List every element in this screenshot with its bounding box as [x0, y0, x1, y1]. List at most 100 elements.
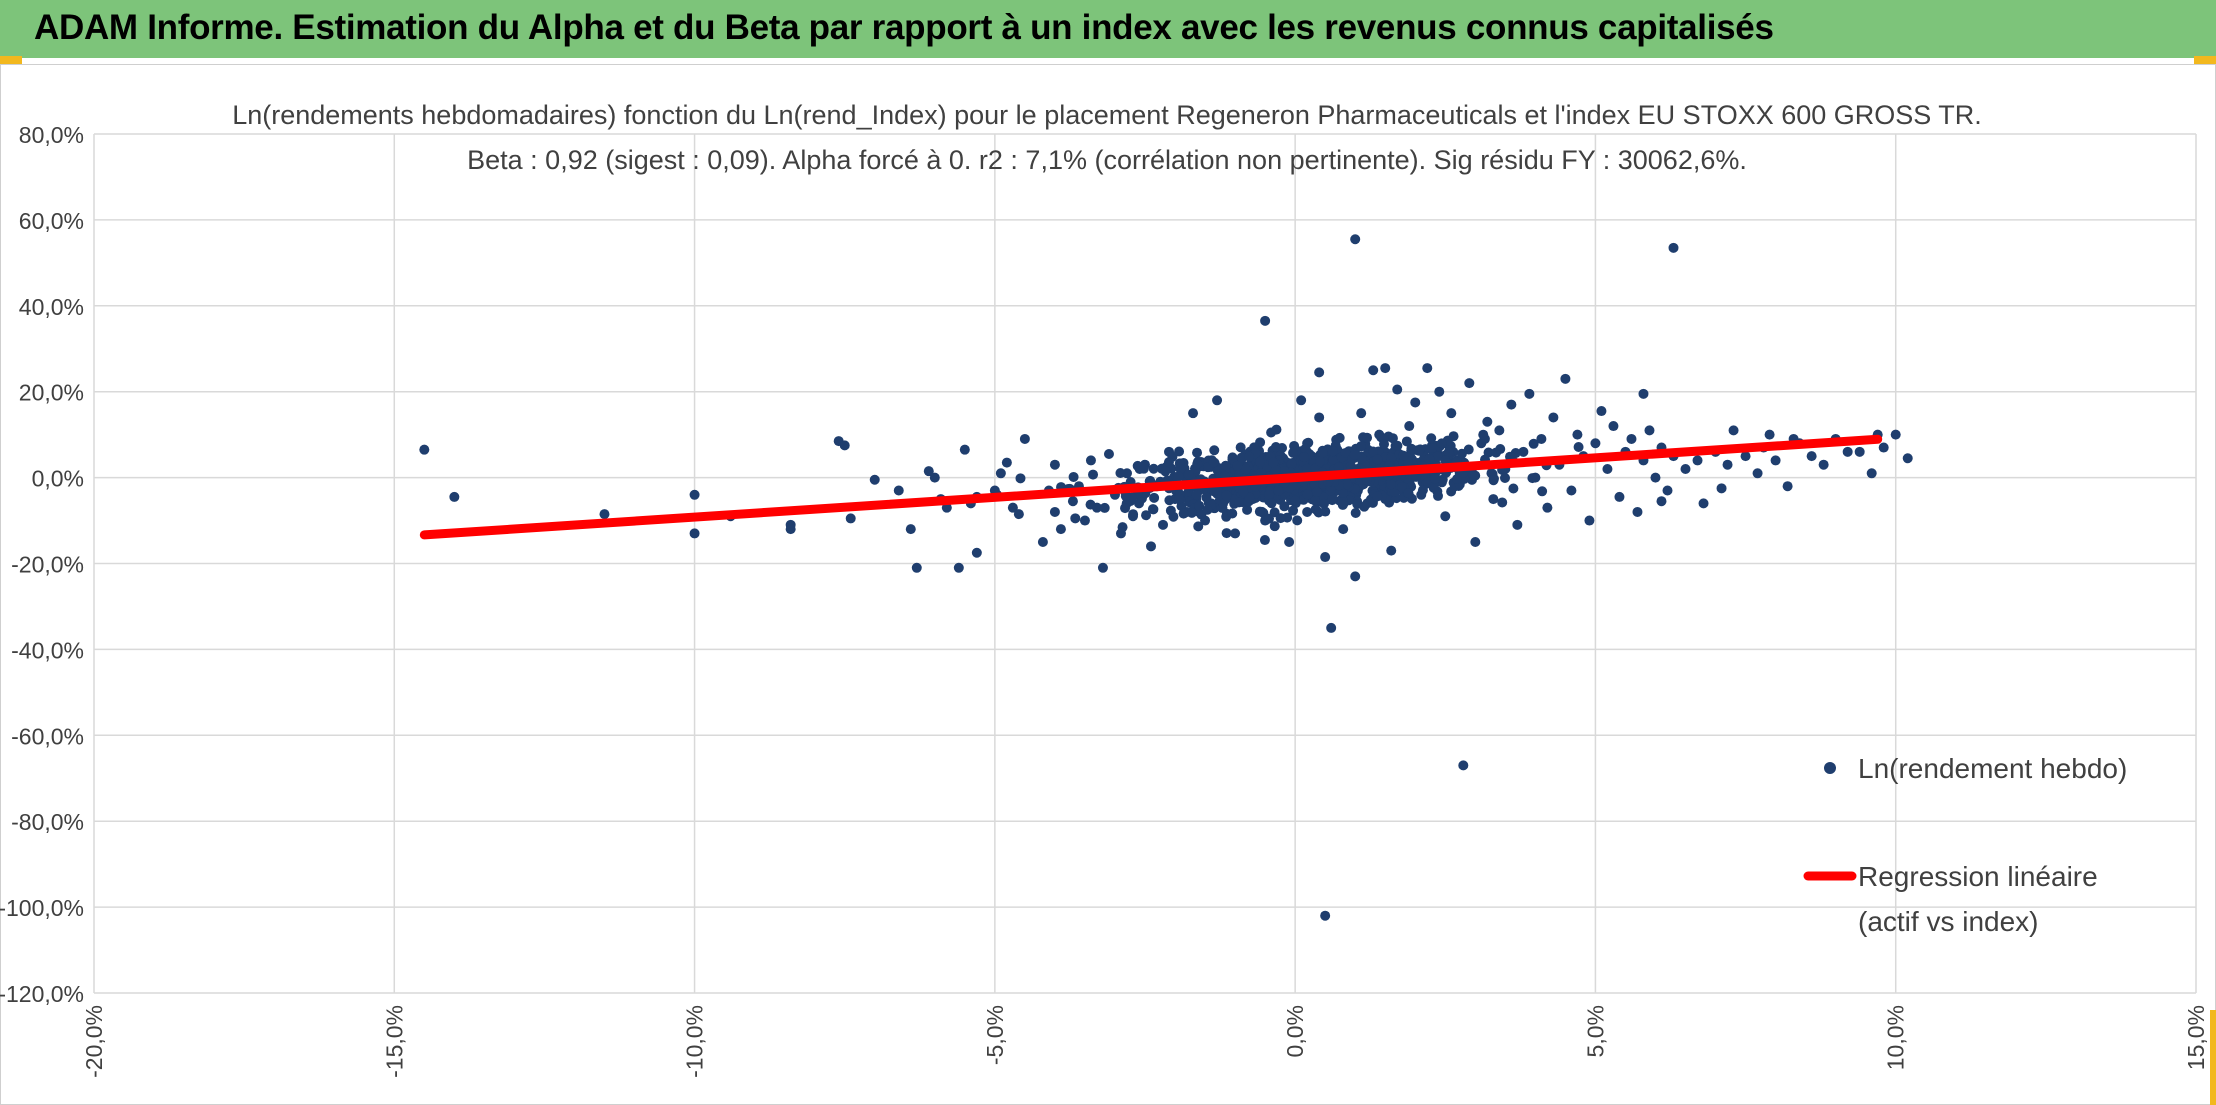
data-point — [1602, 464, 1613, 475]
data-point — [1396, 482, 1407, 493]
data-point — [1596, 406, 1607, 417]
y-tick-label: 80,0% — [19, 122, 84, 148]
y-tick-label: -120,0% — [0, 981, 84, 1007]
data-point — [1590, 438, 1601, 449]
data-point — [1192, 458, 1203, 469]
data-point — [1160, 466, 1171, 477]
data-point — [1368, 365, 1379, 376]
data-point — [1342, 479, 1353, 490]
data-point — [1302, 489, 1313, 500]
data-point — [1164, 495, 1175, 506]
data-point — [1067, 496, 1078, 507]
x-tick-label: 15,0% — [2183, 1005, 2209, 1070]
data-point — [1446, 408, 1457, 419]
data-point — [1403, 488, 1414, 499]
data-point — [1270, 441, 1281, 452]
data-point — [1296, 395, 1307, 406]
data-point — [953, 562, 964, 573]
data-point — [1013, 509, 1024, 520]
data-point — [1320, 506, 1331, 517]
chart-frame — [0, 64, 2216, 1105]
data-point — [1192, 447, 1203, 458]
data-point — [1527, 473, 1538, 484]
legend: Ln(rendement hebdo) Regression linéaire … — [1803, 753, 2127, 937]
data-point — [1417, 485, 1428, 496]
data-point — [1001, 457, 1012, 468]
data-point — [923, 466, 934, 477]
data-point — [1070, 513, 1081, 524]
data-point — [1470, 537, 1481, 548]
data-point — [1235, 442, 1246, 453]
y-tick-label: 40,0% — [19, 294, 84, 320]
data-point — [1458, 760, 1469, 771]
data-point — [1495, 444, 1506, 455]
data-point — [1019, 433, 1030, 444]
data-point — [1220, 460, 1231, 471]
data-point — [1269, 521, 1280, 532]
data-point — [1178, 508, 1189, 519]
data-point — [1209, 445, 1220, 456]
data-point — [1866, 468, 1877, 479]
data-point — [1494, 425, 1505, 436]
data-point — [1404, 421, 1415, 432]
data-point — [1392, 440, 1403, 451]
data-point — [1158, 519, 1169, 530]
data-point — [1068, 471, 1079, 482]
data-point — [1414, 445, 1425, 456]
data-point — [1340, 448, 1351, 459]
legend-label-regression-2: (actif vs index) — [1858, 906, 2039, 937]
data-point — [1292, 515, 1303, 526]
data-point — [1314, 367, 1325, 378]
data-point — [1372, 454, 1383, 465]
data-point — [1049, 459, 1060, 470]
data-point — [1301, 463, 1312, 474]
data-point — [1464, 378, 1475, 389]
data-point — [1165, 505, 1176, 516]
data-point — [1273, 485, 1284, 496]
data-point — [1314, 456, 1325, 467]
data-point — [971, 547, 982, 558]
data-point — [1148, 463, 1159, 474]
data-point — [1264, 489, 1275, 500]
data-point — [1286, 458, 1297, 469]
data-point — [1327, 446, 1338, 457]
data-point — [1202, 504, 1213, 515]
data-point — [1692, 455, 1703, 466]
data-point — [1422, 363, 1433, 374]
data-point — [1318, 498, 1329, 509]
data-point — [1266, 498, 1277, 509]
data-point — [1488, 475, 1499, 486]
data-point — [1518, 446, 1529, 457]
data-point — [1191, 489, 1202, 500]
y-tick-label: 60,0% — [19, 208, 84, 234]
data-point — [1878, 442, 1889, 453]
x-tick-label: -15,0% — [381, 1005, 407, 1078]
regression-line-stroke — [419, 434, 1883, 540]
banner-accent-left — [0, 56, 22, 64]
data-point — [869, 474, 880, 485]
grid-lines — [93, 133, 2197, 994]
data-point — [1740, 451, 1751, 462]
data-point — [1506, 399, 1517, 410]
data-point — [1626, 433, 1637, 444]
chart-title-line2: Beta : 0,92 (sigest : 0,09). Alpha forcé… — [467, 145, 1747, 175]
data-point — [1508, 483, 1519, 494]
data-point — [1488, 494, 1499, 505]
regression-line — [419, 434, 1883, 540]
data-point — [1085, 499, 1096, 510]
data-point — [1764, 429, 1775, 440]
data-point — [1240, 464, 1251, 475]
data-point — [1411, 471, 1422, 482]
data-point — [1349, 449, 1360, 460]
data-point — [1429, 473, 1440, 484]
data-point — [1355, 441, 1366, 452]
legend-label-points: Ln(rendement hebdo) — [1858, 753, 2127, 784]
data-point — [1221, 490, 1232, 501]
y-axis-ticks: 80,0% 60,0% 40,0% 20,0% 0,0% -20,0% -40,0% -60,… — [0, 122, 84, 1007]
y-tick-label: -60,0% — [11, 723, 84, 749]
data-point — [785, 524, 796, 535]
data-point — [1290, 495, 1301, 506]
data-point — [1356, 408, 1367, 419]
data-point — [1097, 562, 1108, 573]
data-point — [1264, 513, 1275, 524]
